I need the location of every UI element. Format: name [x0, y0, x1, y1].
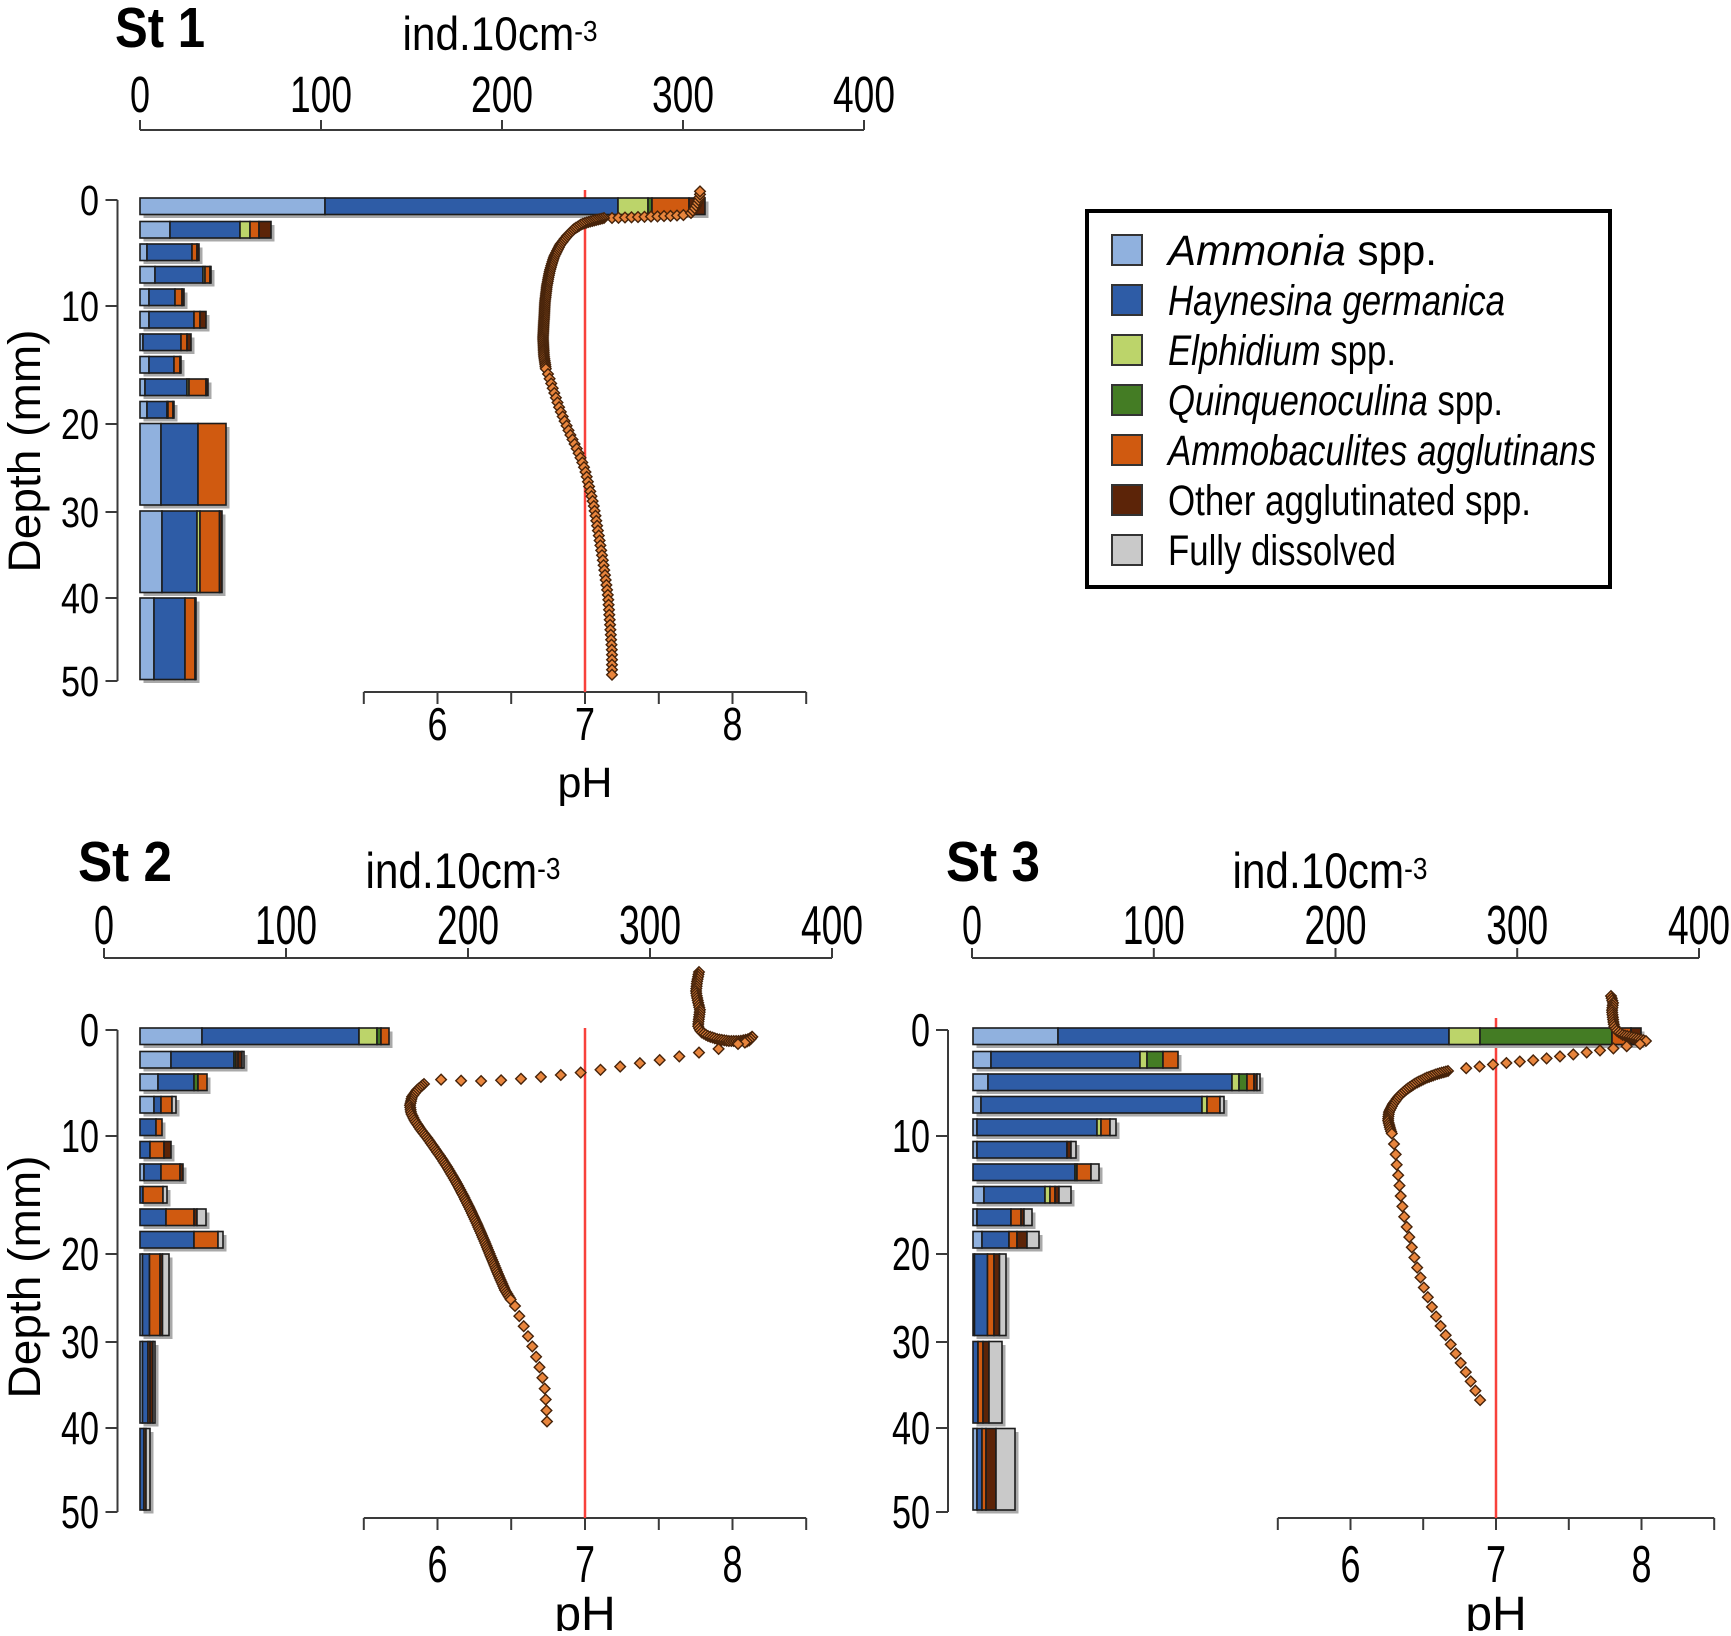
svg-text:50: 50 [61, 658, 99, 706]
svg-text:Depth (mm): Depth (mm) [0, 330, 50, 573]
svg-text:0: 0 [80, 1004, 99, 1056]
svg-text:Quinquenoculina spp.: Quinquenoculina spp. [1168, 377, 1503, 425]
svg-text:50: 50 [892, 1486, 930, 1538]
svg-text:20: 20 [61, 401, 99, 449]
svg-text:8: 8 [1632, 1536, 1652, 1594]
svg-text:Ammobaculites agglutinans: Ammobaculites agglutinans [1166, 427, 1596, 475]
svg-text:Haynesina germanica: Haynesina germanica [1168, 277, 1505, 325]
svg-text:30: 30 [61, 489, 99, 537]
svg-text:8: 8 [723, 698, 743, 750]
svg-text:300: 300 [652, 66, 714, 123]
svg-text:200: 200 [437, 894, 499, 956]
svg-text:10: 10 [892, 1110, 930, 1162]
svg-text:Ammonia spp.: Ammonia spp. [1165, 227, 1437, 275]
svg-text:Fully dissolved: Fully dissolved [1168, 527, 1396, 575]
svg-text:30: 30 [61, 1316, 99, 1368]
svg-text:400: 400 [801, 894, 863, 956]
svg-text:200: 200 [471, 66, 533, 123]
svg-text:100: 100 [290, 66, 352, 123]
svg-text:400: 400 [1668, 894, 1730, 956]
svg-text:pH: pH [1465, 1588, 1526, 1631]
svg-text:pH: pH [558, 759, 613, 807]
svg-text:0: 0 [962, 894, 982, 956]
svg-text:6: 6 [1341, 1536, 1361, 1594]
svg-text:pH: pH [554, 1588, 615, 1631]
svg-text:8: 8 [723, 1536, 743, 1594]
svg-text:7: 7 [575, 698, 595, 750]
svg-text:ind.10cm-3: ind.10cm-3 [403, 7, 598, 60]
svg-text:St 1: St 1 [115, 0, 205, 60]
svg-text:10: 10 [61, 1110, 99, 1162]
svg-text:40: 40 [61, 575, 99, 623]
svg-text:Depth (mm): Depth (mm) [0, 1156, 50, 1399]
svg-text:400: 400 [833, 66, 895, 123]
svg-text:St 2: St 2 [78, 830, 172, 894]
svg-text:300: 300 [1486, 894, 1548, 956]
svg-text:7: 7 [575, 1536, 595, 1594]
svg-text:0: 0 [94, 894, 114, 956]
svg-text:50: 50 [61, 1486, 99, 1538]
svg-text:0: 0 [911, 1004, 930, 1056]
svg-text:Other agglutinated spp.: Other agglutinated spp. [1168, 477, 1531, 525]
svg-text:0: 0 [130, 66, 150, 123]
svg-text:20: 20 [61, 1228, 99, 1280]
svg-text:7: 7 [1486, 1536, 1506, 1594]
svg-text:10: 10 [61, 283, 99, 331]
svg-text:6: 6 [428, 698, 448, 750]
svg-text:200: 200 [1305, 894, 1367, 956]
svg-text:Elphidium spp.: Elphidium spp. [1168, 327, 1396, 375]
svg-text:100: 100 [1123, 894, 1185, 956]
svg-text:6: 6 [428, 1536, 448, 1594]
svg-text:20: 20 [892, 1228, 930, 1280]
svg-text:0: 0 [80, 177, 99, 225]
svg-text:30: 30 [892, 1316, 930, 1368]
svg-text:40: 40 [61, 1402, 99, 1454]
svg-text:100: 100 [255, 894, 317, 956]
svg-text:ind.10cm-3: ind.10cm-3 [366, 843, 561, 899]
svg-text:300: 300 [619, 894, 681, 956]
svg-text:ind.10cm-3: ind.10cm-3 [1233, 843, 1428, 899]
svg-text:St 3: St 3 [946, 830, 1040, 894]
svg-text:40: 40 [892, 1402, 930, 1454]
